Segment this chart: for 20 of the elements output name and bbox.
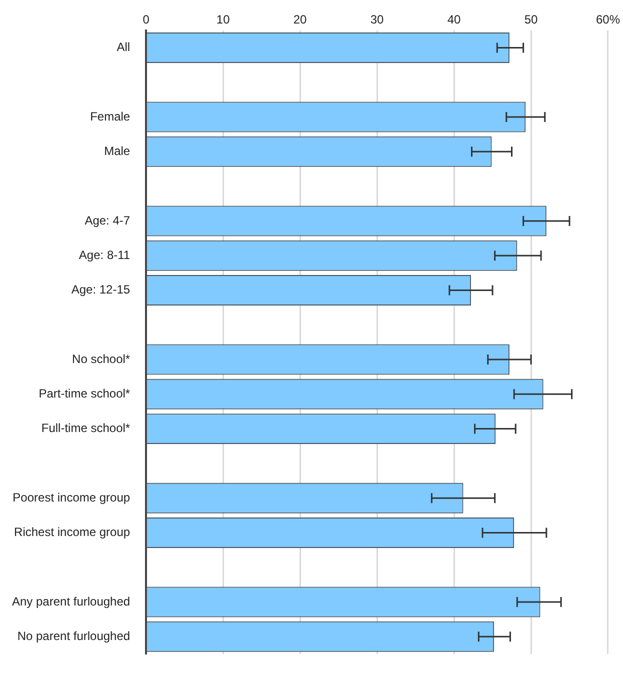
x-tick-label: 30 (370, 12, 384, 27)
x-tick-label: 50 (524, 12, 538, 27)
x-tick-label: 60% (596, 12, 620, 27)
x-tick-label: 0 (142, 12, 150, 27)
y-tick-label: Any parent furloughed (12, 594, 130, 608)
y-tick-label: All (116, 40, 130, 54)
x-tick-label: 20 (293, 12, 308, 27)
x-tick-label: 10 (216, 12, 230, 27)
y-tick-label: Richest income group (14, 525, 130, 540)
y-tick-label: Age: 4-7 (84, 213, 130, 228)
y-tick-label: Age: 8-11 (78, 248, 130, 262)
y-tick-label: Full-time school* (41, 421, 130, 436)
y-tick-label: Age: 12-15 (71, 282, 130, 297)
y-tick-label: No parent furloughed (17, 628, 130, 643)
y-tick-label: Female (90, 109, 130, 124)
y-tick-label: No school* (72, 352, 130, 366)
y-tick-label: Male (104, 144, 130, 158)
x-tick-label: 40 (447, 12, 462, 27)
y-tick-label: Part-time school* (38, 386, 130, 400)
y-tick-label: Poorest income group (12, 490, 130, 504)
